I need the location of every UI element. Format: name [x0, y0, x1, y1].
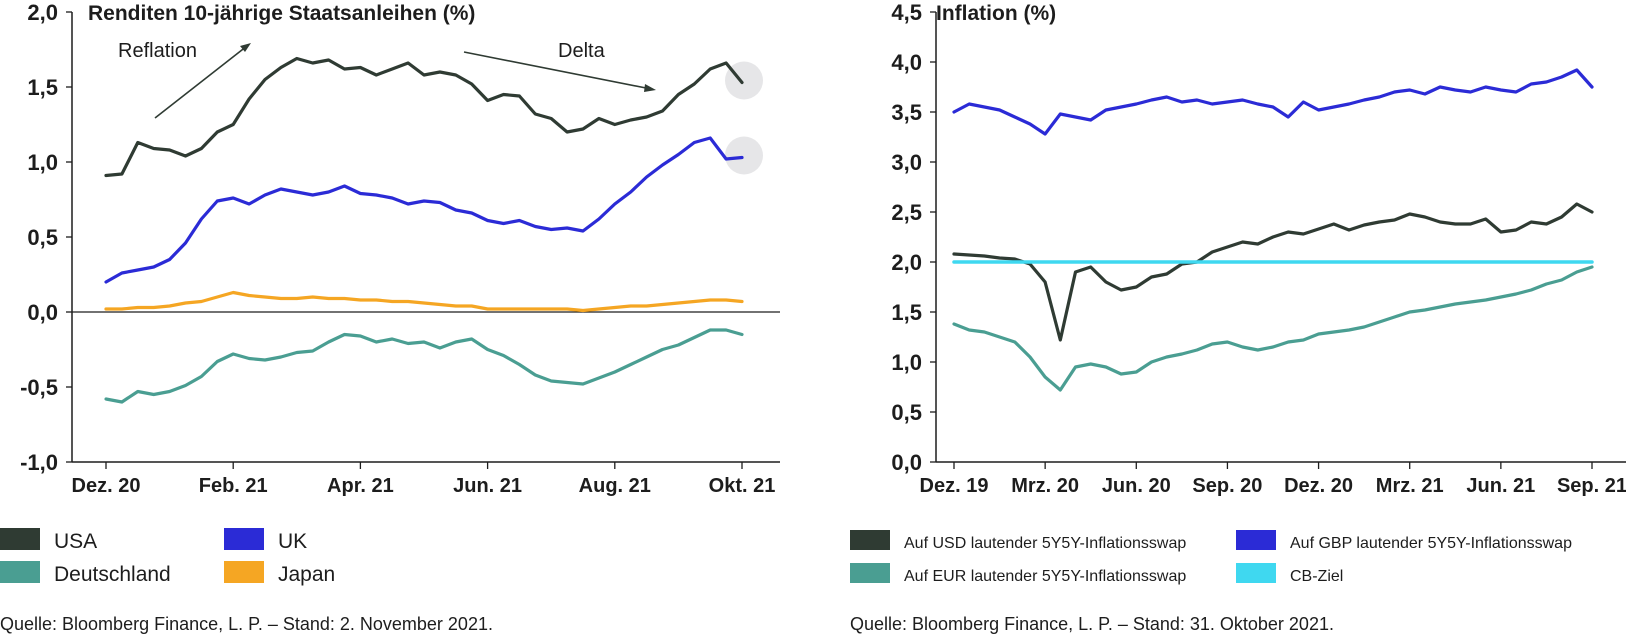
y-tick-label: 2,0: [891, 250, 922, 275]
y-tick-label: 0,5: [27, 225, 58, 250]
y-tick-label: 1,5: [891, 300, 922, 325]
y-tick-label: -0,5: [20, 375, 58, 400]
source-note-right: Quelle: Bloomberg Finance, L. P. – Stand…: [850, 614, 1334, 634]
legend-swatch: [850, 530, 890, 550]
legend-swatch: [224, 528, 264, 550]
series-line-deutschland: [104, 328, 744, 404]
legend-left: USA UK Deutschland Japan: [0, 528, 335, 586]
series-line-uk: [104, 136, 744, 284]
arrow-reflation: [154, 45, 248, 119]
legend-swatch: [224, 561, 264, 583]
source-note-left: Quelle: Bloomberg Finance, L. P. – Stand…: [0, 614, 493, 634]
legend-label: UK: [278, 530, 307, 553]
y-tick-label: 1,5: [27, 75, 58, 100]
legend-swatch: [850, 563, 890, 583]
x-tick-label: Jun. 21: [1466, 475, 1535, 497]
y-tick-label: 4,5: [891, 0, 922, 25]
x-tick-label: Sep. 20: [1192, 475, 1262, 497]
x-tick-label: Dez. 20: [72, 475, 141, 497]
annotation-reflation-label: Reflation: [118, 40, 197, 62]
y-tick-label: 1,0: [891, 350, 922, 375]
legend-label: Auf USD lautender 5Y5Y-Inflationsswap: [904, 535, 1186, 552]
x-tick-label: Aug. 21: [579, 475, 651, 497]
legend-label: Auf GBP lautender 5Y5Y-Inflationsswap: [1290, 535, 1572, 552]
y-tick-label: 0,0: [27, 300, 58, 325]
annotation-delta: Delta: [463, 40, 656, 92]
arrowhead-delta: [644, 84, 656, 92]
legend-label: CB-Ziel: [1290, 568, 1343, 585]
x-tick-label: Mrz. 21: [1376, 475, 1444, 497]
x-tick-label: Apr. 21: [327, 475, 394, 497]
y-tick-label: 2,5: [891, 200, 922, 225]
x-tick-label: Okt. 21: [709, 475, 776, 497]
y-tick-label: 2,0: [27, 0, 58, 25]
legend-swatch: [1236, 530, 1276, 550]
y-tick-label: 3,5: [891, 100, 922, 125]
series-line-japan: [104, 290, 744, 313]
chart-title: Inflation (%): [936, 2, 1056, 25]
legend-label: Auf EUR lautender 5Y5Y-Inflationsswap: [904, 568, 1186, 585]
x-tick-label: Dez. 19: [920, 475, 989, 497]
series-line-auf-eur-lautender-5y5y-inflationsswap: [952, 265, 1594, 392]
y-tick-label: 3,0: [891, 150, 922, 175]
arrow-delta: [463, 51, 652, 90]
legend-right: Auf USD lautender 5Y5Y-Inflationsswap Auf…: [850, 530, 1572, 585]
x-tick-label: Jun. 21: [453, 475, 522, 497]
series-line-auf-gbp-lautender-5y5y-inflationsswap: [952, 68, 1594, 136]
legend-swatch: [0, 561, 40, 583]
x-tick-label: Feb. 21: [199, 475, 268, 497]
y-tick-label: 4,0: [891, 50, 922, 75]
y-tick-label: -1,0: [20, 450, 58, 475]
highlight-circle: [725, 136, 763, 175]
series-line-usa: [104, 56, 744, 178]
annotation-delta-label: Delta: [558, 40, 606, 62]
x-tick-label: Sep. 21: [1557, 475, 1626, 497]
y-tick-label: 0,0: [891, 450, 922, 475]
axes: 2,0 1,5 1,0 0,5 0,0 -0,5 -1,0 Dez. 20 Feb. 21 Apr…: [20, 0, 780, 497]
series-line-auf-usd-lautender-5y5y-inflationsswap: [952, 202, 1594, 342]
x-tick-label: Dez. 20: [1284, 475, 1353, 497]
x-tick-label: Mrz. 20: [1011, 475, 1079, 497]
y-tick-label: 0,5: [891, 400, 922, 425]
chart-title: Renditen 10-jährige Staatsanleihen (%): [88, 2, 475, 25]
legend-label: Japan: [278, 563, 335, 586]
legend-label: USA: [54, 530, 97, 553]
inflation-chart: Inflation (%) 4,5 4,0 3,5 3,0 2,5 2,0 1,5 1,0 0,…: [891, 0, 1626, 497]
legend-swatch: [1236, 563, 1276, 583]
y-tick-label: 1,0: [27, 150, 58, 175]
bond-yield-chart: Renditen 10-jährige Staatsanleihen (%) 2…: [20, 0, 780, 497]
annotation-reflation: Reflation: [118, 40, 251, 119]
arrowhead-reflation: [240, 43, 251, 52]
series-lines: [952, 68, 1594, 392]
series-lines: [104, 56, 763, 404]
legend-swatch: [0, 528, 40, 550]
x-tick-label: Jun. 20: [1102, 475, 1171, 497]
legend-label: Deutschland: [54, 563, 171, 586]
